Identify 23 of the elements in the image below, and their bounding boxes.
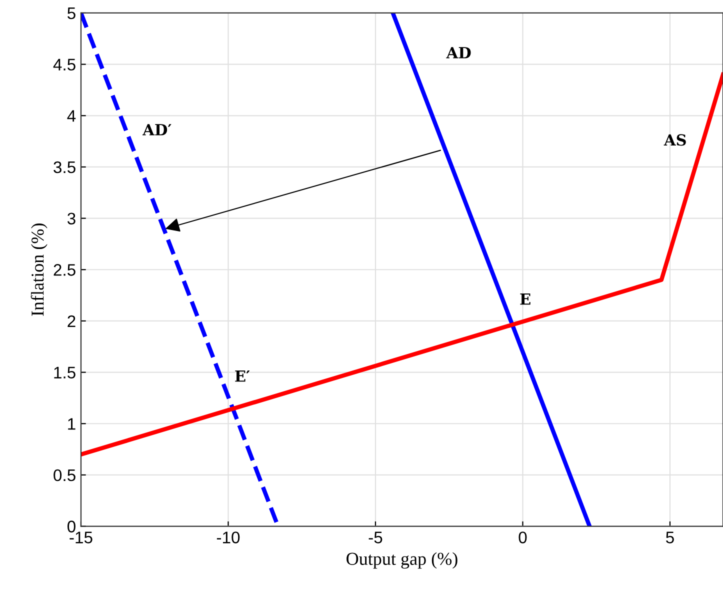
y-tick-label: 1: [68, 418, 76, 430]
annotation: E′: [235, 370, 250, 382]
y-tick-label: 3.5: [54, 161, 76, 174]
y-tick-label: 0: [68, 520, 76, 532]
annotation: AS: [664, 134, 686, 146]
y-tick-label: 2: [68, 315, 76, 327]
y-tick-label: 5: [68, 8, 76, 20]
x-axis-title: Output gap (%): [346, 552, 458, 569]
y-tick-label: 3: [67, 212, 76, 225]
annotation: E: [520, 294, 530, 305]
annotation: AD′: [142, 124, 172, 136]
x-tick-label: 0: [518, 532, 527, 544]
y-tick-label: 1.5: [54, 366, 76, 378]
x-tick-label: -15: [70, 532, 92, 544]
annotation: AD: [446, 47, 471, 58]
y-tick-label: 4.5: [53, 58, 76, 71]
y-tick-label: 4: [67, 110, 76, 122]
x-tick-label: -5: [368, 532, 382, 544]
y-tick-label: 2.5: [54, 264, 76, 276]
y-tick-label: 0.5: [54, 469, 76, 482]
y-axis-title: Inflation (%): [30, 224, 48, 316]
x-tick-label: 5: [666, 532, 674, 544]
x-tick-label: -10: [216, 532, 240, 544]
